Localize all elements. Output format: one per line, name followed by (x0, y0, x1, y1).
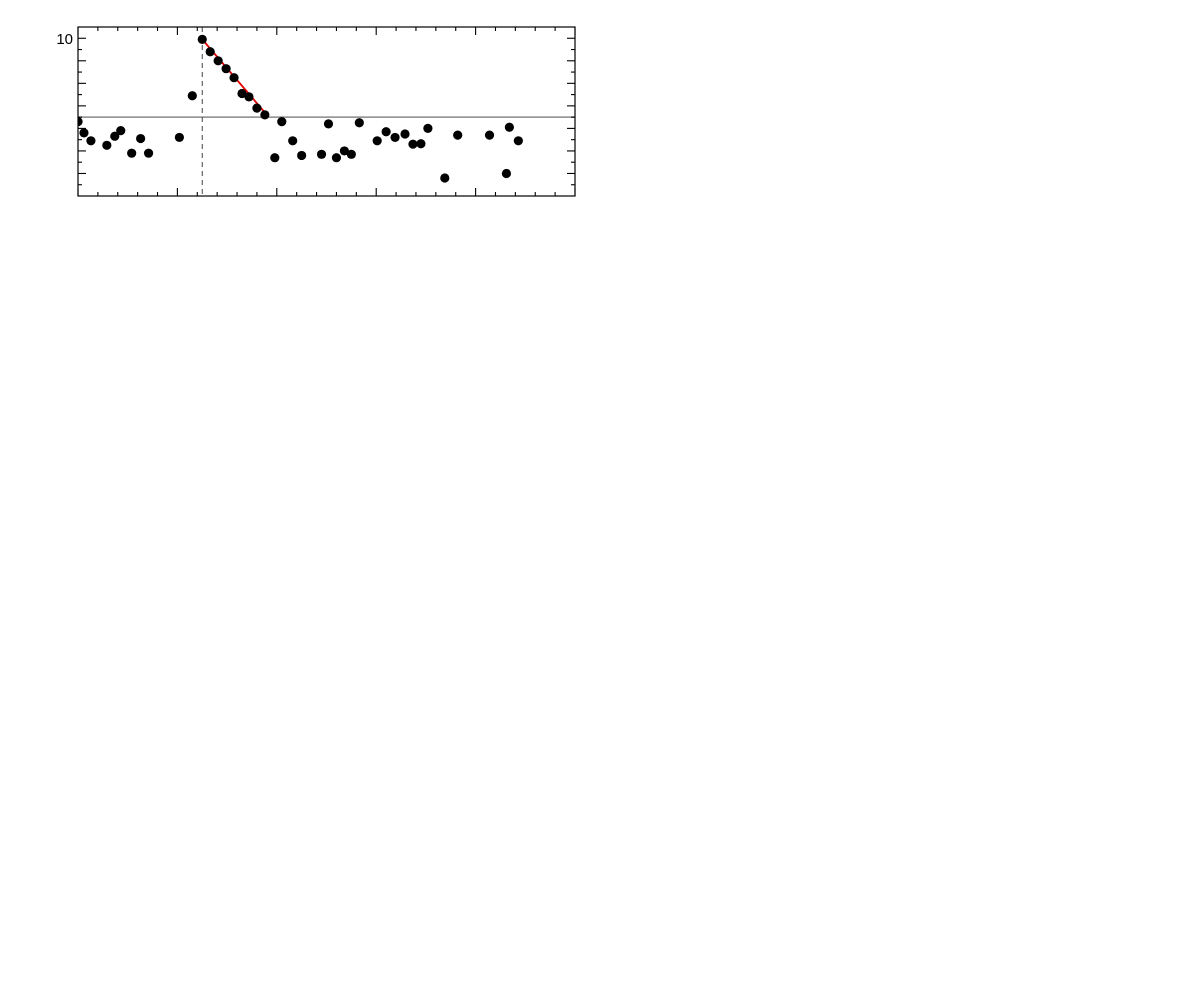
data-point (187, 91, 197, 101)
data-point (79, 128, 89, 138)
data-point (501, 168, 512, 179)
data-point (277, 117, 287, 127)
data-point (423, 123, 433, 133)
data-point (229, 73, 239, 83)
data-point (416, 139, 426, 149)
data-point (288, 136, 298, 146)
data-point (244, 92, 254, 102)
data-point (484, 130, 495, 140)
data-point (381, 127, 391, 137)
data-point (78, 117, 83, 127)
data-point (86, 136, 96, 146)
data-point (297, 150, 307, 161)
data-point (116, 126, 126, 136)
data-point (270, 153, 280, 163)
data-point (440, 173, 450, 183)
data-point (339, 146, 349, 156)
data-point (213, 56, 223, 66)
axis-frame (77, 26, 576, 197)
data-point (237, 88, 247, 99)
data-point (252, 103, 262, 113)
data-point (102, 140, 112, 150)
data-point (260, 110, 270, 120)
data-point (400, 129, 410, 139)
data-point (354, 118, 364, 128)
column-title-so-rpw-tnr (78, 3, 575, 25)
data-point (136, 133, 146, 144)
data-point (390, 132, 400, 143)
data-point (127, 148, 137, 158)
data-point (372, 136, 382, 146)
data-point (221, 64, 231, 74)
data-point (316, 149, 327, 159)
data-point (408, 139, 418, 149)
data-point (346, 149, 356, 159)
column-title-wind-waves-rad1 (685, 3, 1183, 25)
y-tick-label: 10 (56, 31, 73, 48)
data-points (78, 34, 523, 183)
panel-tnr_978: 10 (56, 26, 576, 197)
data-point (110, 131, 120, 141)
axis-ticks (77, 27, 576, 196)
data-point (453, 130, 463, 140)
data-point (323, 119, 334, 129)
data-point (174, 132, 184, 143)
data-point (197, 34, 207, 44)
data-point (143, 148, 154, 158)
data-point (513, 136, 523, 146)
data-point (205, 47, 215, 57)
data-point (504, 122, 514, 132)
data-point (331, 153, 342, 163)
